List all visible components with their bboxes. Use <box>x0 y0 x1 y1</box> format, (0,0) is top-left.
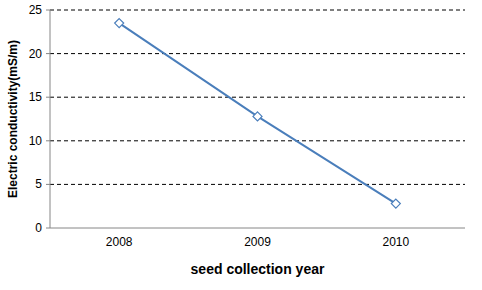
grid-line <box>50 10 465 11</box>
data-marker <box>115 19 124 28</box>
data-marker <box>391 199 400 208</box>
y-axis <box>50 10 51 228</box>
y-tick-label: 5 <box>35 177 42 191</box>
x-tick-label: 2008 <box>106 235 133 249</box>
y-tick <box>46 140 50 141</box>
data-marker <box>253 112 262 121</box>
x-tick-label: 2010 <box>382 235 409 249</box>
y-tick <box>46 10 50 11</box>
chart-container: 0 5 10 15 20 25 2008 2009 2010 seed collection ye… <box>0 0 482 290</box>
grid-line <box>50 97 465 98</box>
x-tick-label: 2009 <box>244 235 271 249</box>
y-axis-title: Electric conductivity(mS/m) <box>6 40 20 198</box>
x-axis-title: seed collection year <box>191 261 325 277</box>
y-tick-label: 10 <box>29 134 43 148</box>
data-group <box>115 19 401 209</box>
grid-line <box>50 184 465 185</box>
x-axis <box>50 228 465 229</box>
y-tick-label: 0 <box>35 221 42 235</box>
y-tick <box>46 184 50 185</box>
y-tick-label: 15 <box>29 90 43 104</box>
grid-line <box>50 53 465 54</box>
grid-line <box>50 140 465 141</box>
y-tick-label: 20 <box>29 47 43 61</box>
y-tick <box>46 228 50 229</box>
y-tick <box>46 97 50 98</box>
chart-svg: 0 5 10 15 20 25 2008 2009 2010 seed collection ye… <box>0 0 482 290</box>
y-tick <box>46 53 50 54</box>
data-line <box>119 23 396 204</box>
y-tick-label: 25 <box>29 3 43 17</box>
